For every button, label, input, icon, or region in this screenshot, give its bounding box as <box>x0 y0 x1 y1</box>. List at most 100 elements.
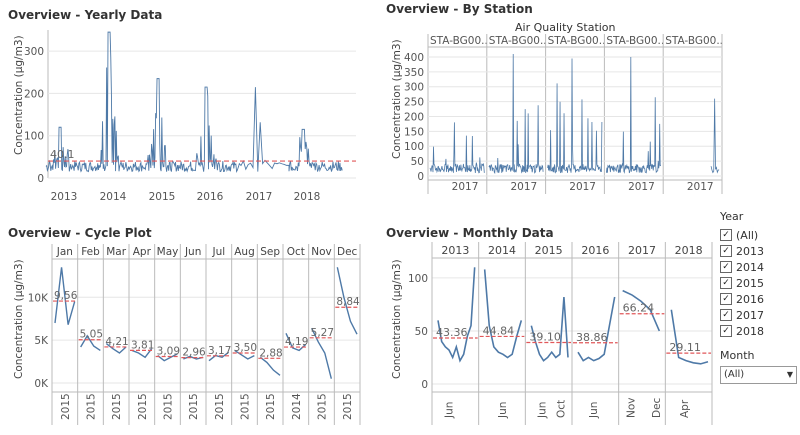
yearly-title: Overview - Yearly Data <box>8 8 163 22</box>
monthly-x-tick: Jun <box>497 402 509 419</box>
station-column-label: STA-BG00.. <box>489 35 547 47</box>
station-x-tick: 2017 <box>452 181 479 193</box>
year-checkbox-label: 2016 <box>736 292 764 306</box>
year-filter-list: ✓ (All) ✓ 2013 ✓ 2014 ✓ 2015 ✓ 2016 ✓ 2017 ✓ 2018 <box>720 227 797 339</box>
yearly-y-tick: 200 <box>24 88 44 100</box>
year-checkbox-row[interactable]: ✓ (All) <box>720 227 797 243</box>
cycle-average-label: 2,88 <box>259 347 282 359</box>
checkbox-checked-icon[interactable]: ✓ <box>720 277 732 289</box>
cycle-x-tick: 2015 <box>214 393 226 420</box>
monthly-average-label: 39.10 <box>529 331 561 344</box>
cycle-x-tick: 2015 <box>163 393 175 420</box>
cycle-x-tick: 2015 <box>137 393 149 420</box>
month-select[interactable]: (All) ▼ <box>720 366 797 384</box>
checkbox-checked-icon[interactable]: ✓ <box>720 293 732 305</box>
yearly-series-line <box>45 31 343 173</box>
cycle-average-label: 5,05 <box>80 329 103 341</box>
cycle-x-tick: 2015 <box>342 393 354 420</box>
station-y-tick: 400 <box>404 52 424 64</box>
cycle-average-label: 3,50 <box>234 342 257 354</box>
year-checkbox-row[interactable]: ✓ 2017 <box>720 307 797 323</box>
cycle-x-tick: 2015 <box>86 393 98 420</box>
cycle-average-label: 4,19 <box>285 336 308 348</box>
cycle-average-label: 3,09 <box>157 346 180 358</box>
chevron-down-icon: ▼ <box>786 370 793 379</box>
yearly-y-tick: 0 <box>37 173 44 185</box>
cycle-title: Overview - Cycle Plot <box>8 226 152 240</box>
monthly-x-tick: Nov <box>625 398 637 419</box>
cycle-y-tick: 10K <box>28 292 49 304</box>
station-y-tick: 100 <box>404 141 424 153</box>
cycle-series-line <box>131 348 153 359</box>
cycle-y-tick: 5K <box>34 335 49 347</box>
month-filter-title: Month <box>720 349 755 362</box>
yearly-x-tick: 2017 <box>246 191 273 203</box>
cycle-series-line <box>234 349 255 360</box>
checkbox-checked-icon[interactable]: ✓ <box>720 309 732 321</box>
yearly-x-tick: 2013 <box>51 191 78 203</box>
monthly-year-label: 2017 <box>628 244 656 257</box>
cycle-average-label: 2,96 <box>182 347 206 359</box>
monthly-year-label: 2013 <box>441 244 469 257</box>
cycle-x-tick: 2015 <box>240 393 252 420</box>
cycle-series-line <box>105 343 127 354</box>
station-y-tick: 0 <box>417 171 424 183</box>
monthly-y-tick: 50 <box>415 326 428 338</box>
station-title: Overview - By Station <box>386 2 533 16</box>
checkbox-checked-icon[interactable]: ✓ <box>720 229 732 241</box>
cycle-month-label: Dec <box>337 246 358 258</box>
cycle-month-label: Mar <box>106 246 126 258</box>
monthly-series-line <box>670 309 709 365</box>
year-checkbox-label: (All) <box>736 228 759 242</box>
monthly-x-tick: Jun <box>443 402 455 419</box>
cycle-average-label: 8,84 <box>336 296 360 308</box>
cycle-month-label: Nov <box>311 246 332 258</box>
cycle-average-label: 4,21 <box>105 336 128 348</box>
cycle-series-line <box>259 356 281 376</box>
station-column-label: STA-BG00.. <box>606 35 664 47</box>
cycle-month-label: Apr <box>133 246 152 258</box>
monthly-series-line <box>530 296 569 362</box>
monthly-x-tick: Dec <box>651 397 663 418</box>
station-series-line <box>429 122 485 174</box>
checkbox-checked-icon[interactable]: ✓ <box>720 325 732 337</box>
year-checkbox-row[interactable]: ✓ 2016 <box>720 291 797 307</box>
monthly-average-label: 38.86 <box>576 331 608 344</box>
cycle-average-label: 3,17 <box>208 345 231 357</box>
checkbox-checked-icon[interactable]: ✓ <box>720 245 732 257</box>
cycle-series-line <box>336 267 358 335</box>
station-x-tick: 2017 <box>569 181 596 193</box>
year-checkbox-row[interactable]: ✓ 2014 <box>720 259 797 275</box>
station-series-line <box>488 53 544 175</box>
monthly-average-label: 66.24 <box>623 302 655 315</box>
monthly-average-label: 29.11 <box>669 341 701 354</box>
station-header: Air Quality Station <box>515 21 616 34</box>
monthly-y-tick: 0 <box>421 379 428 391</box>
cycle-x-tick: 2015 <box>188 393 200 420</box>
cycle-series-line <box>54 267 76 325</box>
station-y-tick: 200 <box>404 111 424 123</box>
cycle-x-tick: 2015 <box>111 393 123 420</box>
cycle-x-tick: 2015 <box>265 393 277 420</box>
cycle-month-label: Jan <box>56 246 73 258</box>
month-select-value: (All) <box>724 369 745 380</box>
monthly-series-line <box>437 267 476 363</box>
year-checkbox-row[interactable]: ✓ 2013 <box>720 243 797 259</box>
cycle-average-label: 5,27 <box>311 327 334 339</box>
cycle-month-label: Aug <box>234 246 255 258</box>
checkbox-checked-icon[interactable]: ✓ <box>720 261 732 273</box>
yearly-y-tick: 100 <box>24 131 44 143</box>
year-checkbox-label: 2014 <box>736 260 764 274</box>
year-checkbox-row[interactable]: ✓ 2015 <box>720 275 797 291</box>
station-x-tick: 2017 <box>510 181 537 193</box>
station-column-label: STA-BG00.. <box>430 35 488 47</box>
year-checkbox-row[interactable]: ✓ 2018 <box>720 323 797 339</box>
year-checkbox-label: 2013 <box>736 244 764 258</box>
yearly-x-tick: 2018 <box>294 191 321 203</box>
station-series-line <box>710 98 720 174</box>
station-x-tick: 2017 <box>687 181 714 193</box>
cycle-series-line <box>80 334 101 352</box>
monthly-year-label: 2016 <box>581 244 609 257</box>
monthly-x-tick: Oct <box>555 400 567 418</box>
